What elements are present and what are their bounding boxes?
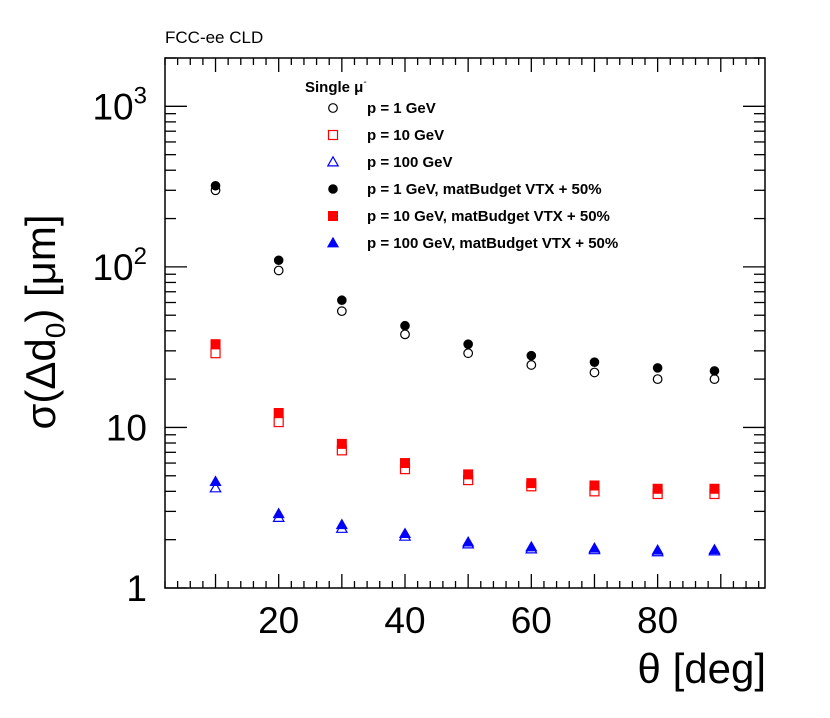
x-tick-label: 40 [384,600,425,641]
data-point-s4 [400,458,410,469]
data-point-s0 [589,367,600,378]
axis-titles: θ [deg] σ(Δd0) [μm] [17,214,766,692]
data-point-s3 [463,339,473,349]
legend-marker [328,211,338,221]
data-point-s5 [651,543,664,555]
y-axis-title: σ(Δd0) [μm] [17,214,71,429]
x-tick-label: 80 [637,600,678,641]
data-point-s3 [400,320,410,331]
data-point-s5 [398,527,412,539]
data-point-s5 [462,535,475,547]
data-point-s0 [709,374,720,385]
data-point-s5 [588,541,601,553]
x-tick-label: 60 [511,600,552,641]
data-point-s3 [526,350,537,361]
data-point-s3 [337,295,347,306]
data-point-s4 [652,483,663,494]
data-point-s5 [335,518,348,530]
data-point-s0 [652,374,663,385]
data-point-s5 [525,540,538,552]
data-point-s0 [526,360,537,370]
y-tick-label: 1 [126,568,147,609]
data-point-s4 [589,480,600,491]
legend-label: p = 100 GeV, matBudget VTX + 50% [367,235,618,252]
data-point-s3 [652,363,663,373]
data-point-s5 [209,475,222,486]
legend-marker [326,155,340,167]
y-tick-label: 103 [92,82,147,127]
data-point-s0 [400,329,410,340]
legend-label: p = 10 GeV, matBudget VTX + 50% [367,208,610,225]
y-tick-label: 102 [92,243,147,288]
legend-marker [328,103,338,113]
data-point-s4 [526,478,537,489]
data-point-s3 [210,180,221,191]
data-point-s0 [463,348,474,359]
data-point-s4 [210,339,221,350]
data-point-s4 [273,408,284,419]
legend-label: p = 1 GeV [367,100,436,117]
data-point-s0 [336,306,347,317]
data-point-s4 [709,483,720,494]
data-point-s3 [273,255,284,266]
data-point-s4 [463,469,474,480]
legend-marker [327,129,339,141]
y-tick-label: 10 [106,407,147,448]
data-point-s5 [708,543,721,555]
x-tick-label: 20 [258,600,299,641]
legend: Single μ-p = 1 GeV p = 10 GeV p = 100 GeV p… [305,77,618,252]
plot-border [164,57,766,589]
legend-marker [326,236,340,248]
data-markers [209,180,721,557]
data-point-s5 [272,507,285,519]
data-point-s3 [709,366,720,376]
experiment-label: FCC-ee CLD [165,28,263,47]
legend-label: p = 1 GeV, matBudget VTX + 50% [367,181,602,198]
data-point-s2 [209,481,222,493]
data-point-s1 [210,348,221,359]
data-point-s4 [336,438,347,449]
legend-marker [328,184,338,194]
legend-label: p = 100 GeV [367,154,452,171]
x-axis-title: θ [deg] [638,645,766,692]
axes: 20 40 60 80 1 10 102 103 [92,57,765,641]
plot-frame [164,57,766,589]
legend-header: Single μ- [305,77,367,96]
legend-label: p = 10 GeV [367,127,444,144]
data-point-s3 [589,357,600,367]
data-point-s0 [273,265,284,276]
data-point-s1 [273,416,284,428]
